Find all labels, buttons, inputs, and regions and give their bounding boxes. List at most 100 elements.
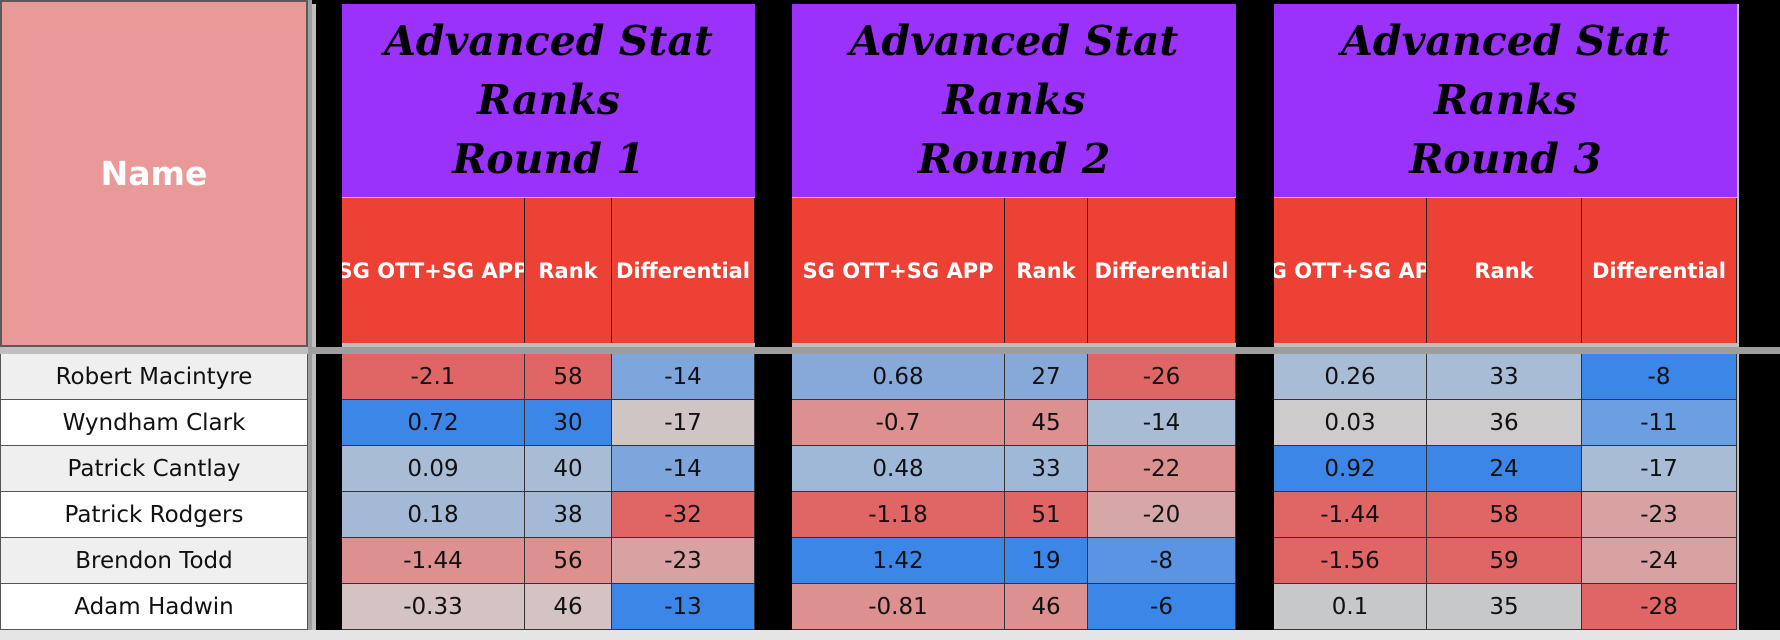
stat-cell[interactable]: -24: [1582, 538, 1737, 584]
stat-cell[interactable]: -0.7: [792, 400, 1005, 446]
stat-cell[interactable]: -14: [1088, 400, 1236, 446]
stat-value: 59: [1489, 547, 1519, 574]
stat-cell[interactable]: 0.68: [792, 354, 1005, 400]
round-title-line1: Advanced Stat Ranks: [384, 17, 713, 124]
round-2-column-header[interactable]: SG OTT+SG APP: [792, 198, 1005, 343]
stat-cell[interactable]: -13: [612, 584, 755, 630]
stat-value: -1.44: [1320, 501, 1380, 528]
stat-cell[interactable]: 27: [1005, 354, 1088, 400]
stat-value: -6: [1150, 593, 1173, 620]
stat-cell[interactable]: 33: [1427, 354, 1582, 400]
column-separator: [755, 4, 792, 347]
stat-cell[interactable]: 56: [525, 538, 612, 584]
stat-cell[interactable]: -17: [1582, 446, 1737, 492]
stat-cell[interactable]: 45: [1005, 400, 1088, 446]
stat-value: -13: [664, 593, 702, 620]
round-3-column-header[interactable]: SG OTT+SG APP: [1274, 198, 1427, 343]
player-name: Wyndham Clark: [62, 409, 246, 436]
stat-cell[interactable]: 46: [1005, 584, 1088, 630]
player-name-cell[interactable]: Patrick Rodgers: [0, 492, 308, 538]
stat-cell[interactable]: -0.81: [792, 584, 1005, 630]
stat-cell[interactable]: 0.1: [1274, 584, 1427, 630]
player-name-cell[interactable]: Patrick Cantlay: [0, 446, 308, 492]
stat-cell[interactable]: -11: [1582, 400, 1737, 446]
column-separator: [1739, 4, 1780, 347]
stat-cell[interactable]: -8: [1088, 538, 1236, 584]
stat-cell[interactable]: 35: [1427, 584, 1582, 630]
stat-cell[interactable]: -1.18: [792, 492, 1005, 538]
stat-cell[interactable]: -1.56: [1274, 538, 1427, 584]
column-separator: [755, 354, 792, 630]
stat-value: 24: [1489, 455, 1519, 482]
stat-value: -0.81: [868, 593, 928, 620]
stat-cell[interactable]: 0.26: [1274, 354, 1427, 400]
stat-value: 33: [1489, 363, 1519, 390]
round-1-column-header[interactable]: Rank: [525, 198, 612, 343]
stat-cell[interactable]: -2.1: [342, 354, 525, 400]
stat-cell[interactable]: -17: [612, 400, 755, 446]
round-2-header[interactable]: Advanced Stat Ranks Round 2: [792, 4, 1236, 197]
stat-cell[interactable]: 40: [525, 446, 612, 492]
player-name-cell[interactable]: Robert Macintyre: [0, 354, 308, 400]
round-3-column-header[interactable]: Rank: [1427, 198, 1582, 343]
stat-value: 0.03: [1324, 409, 1376, 436]
stat-value: 51: [1031, 501, 1061, 528]
stat-cell[interactable]: 0.92: [1274, 446, 1427, 492]
stat-cell[interactable]: 0.18: [342, 492, 525, 538]
stat-cell[interactable]: 0.72: [342, 400, 525, 446]
round-1-column-header[interactable]: SG OTT+SG APP: [342, 198, 525, 343]
stat-cell[interactable]: 0.03: [1274, 400, 1427, 446]
round-2-column-header[interactable]: Rank: [1005, 198, 1088, 343]
stat-value: -1.18: [868, 501, 928, 528]
stat-cell[interactable]: -28: [1582, 584, 1737, 630]
stat-cell[interactable]: 0.09: [342, 446, 525, 492]
stat-cell[interactable]: -22: [1088, 446, 1236, 492]
player-name-cell[interactable]: Brendon Todd: [0, 538, 308, 584]
round-1-header[interactable]: Advanced Stat Ranks Round 1: [342, 4, 755, 197]
stat-cell[interactable]: 33: [1005, 446, 1088, 492]
round-title-line1: Advanced Stat Ranks: [849, 17, 1179, 124]
round-2-column-header[interactable]: Differential: [1088, 198, 1236, 343]
stat-cell[interactable]: 38: [525, 492, 612, 538]
stat-cell[interactable]: -1.44: [1274, 492, 1427, 538]
stat-value: -26: [1142, 363, 1181, 390]
stat-cell[interactable]: 51: [1005, 492, 1088, 538]
name-column-header[interactable]: Name: [0, 0, 308, 347]
stat-value: -14: [1142, 409, 1181, 436]
stat-cell[interactable]: -8: [1582, 354, 1737, 400]
stat-cell[interactable]: -6: [1088, 584, 1236, 630]
stat-cell[interactable]: 24: [1427, 446, 1582, 492]
stat-cell[interactable]: 58: [1427, 492, 1582, 538]
stat-cell[interactable]: -20: [1088, 492, 1236, 538]
round-3-header[interactable]: Advanced Stat Ranks Round 3: [1274, 4, 1737, 197]
stat-cell[interactable]: -26: [1088, 354, 1236, 400]
stat-cell[interactable]: -23: [1582, 492, 1737, 538]
stat-value: 0.92: [1324, 455, 1376, 482]
stat-cell[interactable]: -23: [612, 538, 755, 584]
player-name: Robert Macintyre: [55, 363, 253, 390]
stat-cell[interactable]: 19: [1005, 538, 1088, 584]
stat-cell[interactable]: -14: [612, 354, 755, 400]
stat-cell[interactable]: 46: [525, 584, 612, 630]
stat-value: 0.18: [407, 501, 459, 528]
stat-value: -0.33: [403, 593, 463, 620]
stat-cell[interactable]: 59: [1427, 538, 1582, 584]
column-header-label: Rank: [1016, 258, 1076, 283]
round-title-line2: Round 2: [917, 135, 1111, 183]
player-name-cell[interactable]: Wyndham Clark: [0, 400, 308, 446]
stat-cell[interactable]: -32: [612, 492, 755, 538]
player-name-cell[interactable]: Adam Hadwin: [0, 584, 308, 630]
stat-cell[interactable]: 30: [525, 400, 612, 446]
stat-value: 0.72: [407, 409, 459, 436]
stat-cell[interactable]: -1.44: [342, 538, 525, 584]
round-3-column-header[interactable]: Differential: [1582, 198, 1737, 343]
round-1-column-header[interactable]: Differential: [612, 198, 755, 343]
stat-value: 0.26: [1324, 363, 1376, 390]
stat-cell[interactable]: 36: [1427, 400, 1582, 446]
stat-cell[interactable]: 58: [525, 354, 612, 400]
stat-cell[interactable]: -14: [612, 446, 755, 492]
stat-value: 19: [1031, 547, 1061, 574]
stat-cell[interactable]: -0.33: [342, 584, 525, 630]
stat-cell[interactable]: 0.48: [792, 446, 1005, 492]
stat-cell[interactable]: 1.42: [792, 538, 1005, 584]
